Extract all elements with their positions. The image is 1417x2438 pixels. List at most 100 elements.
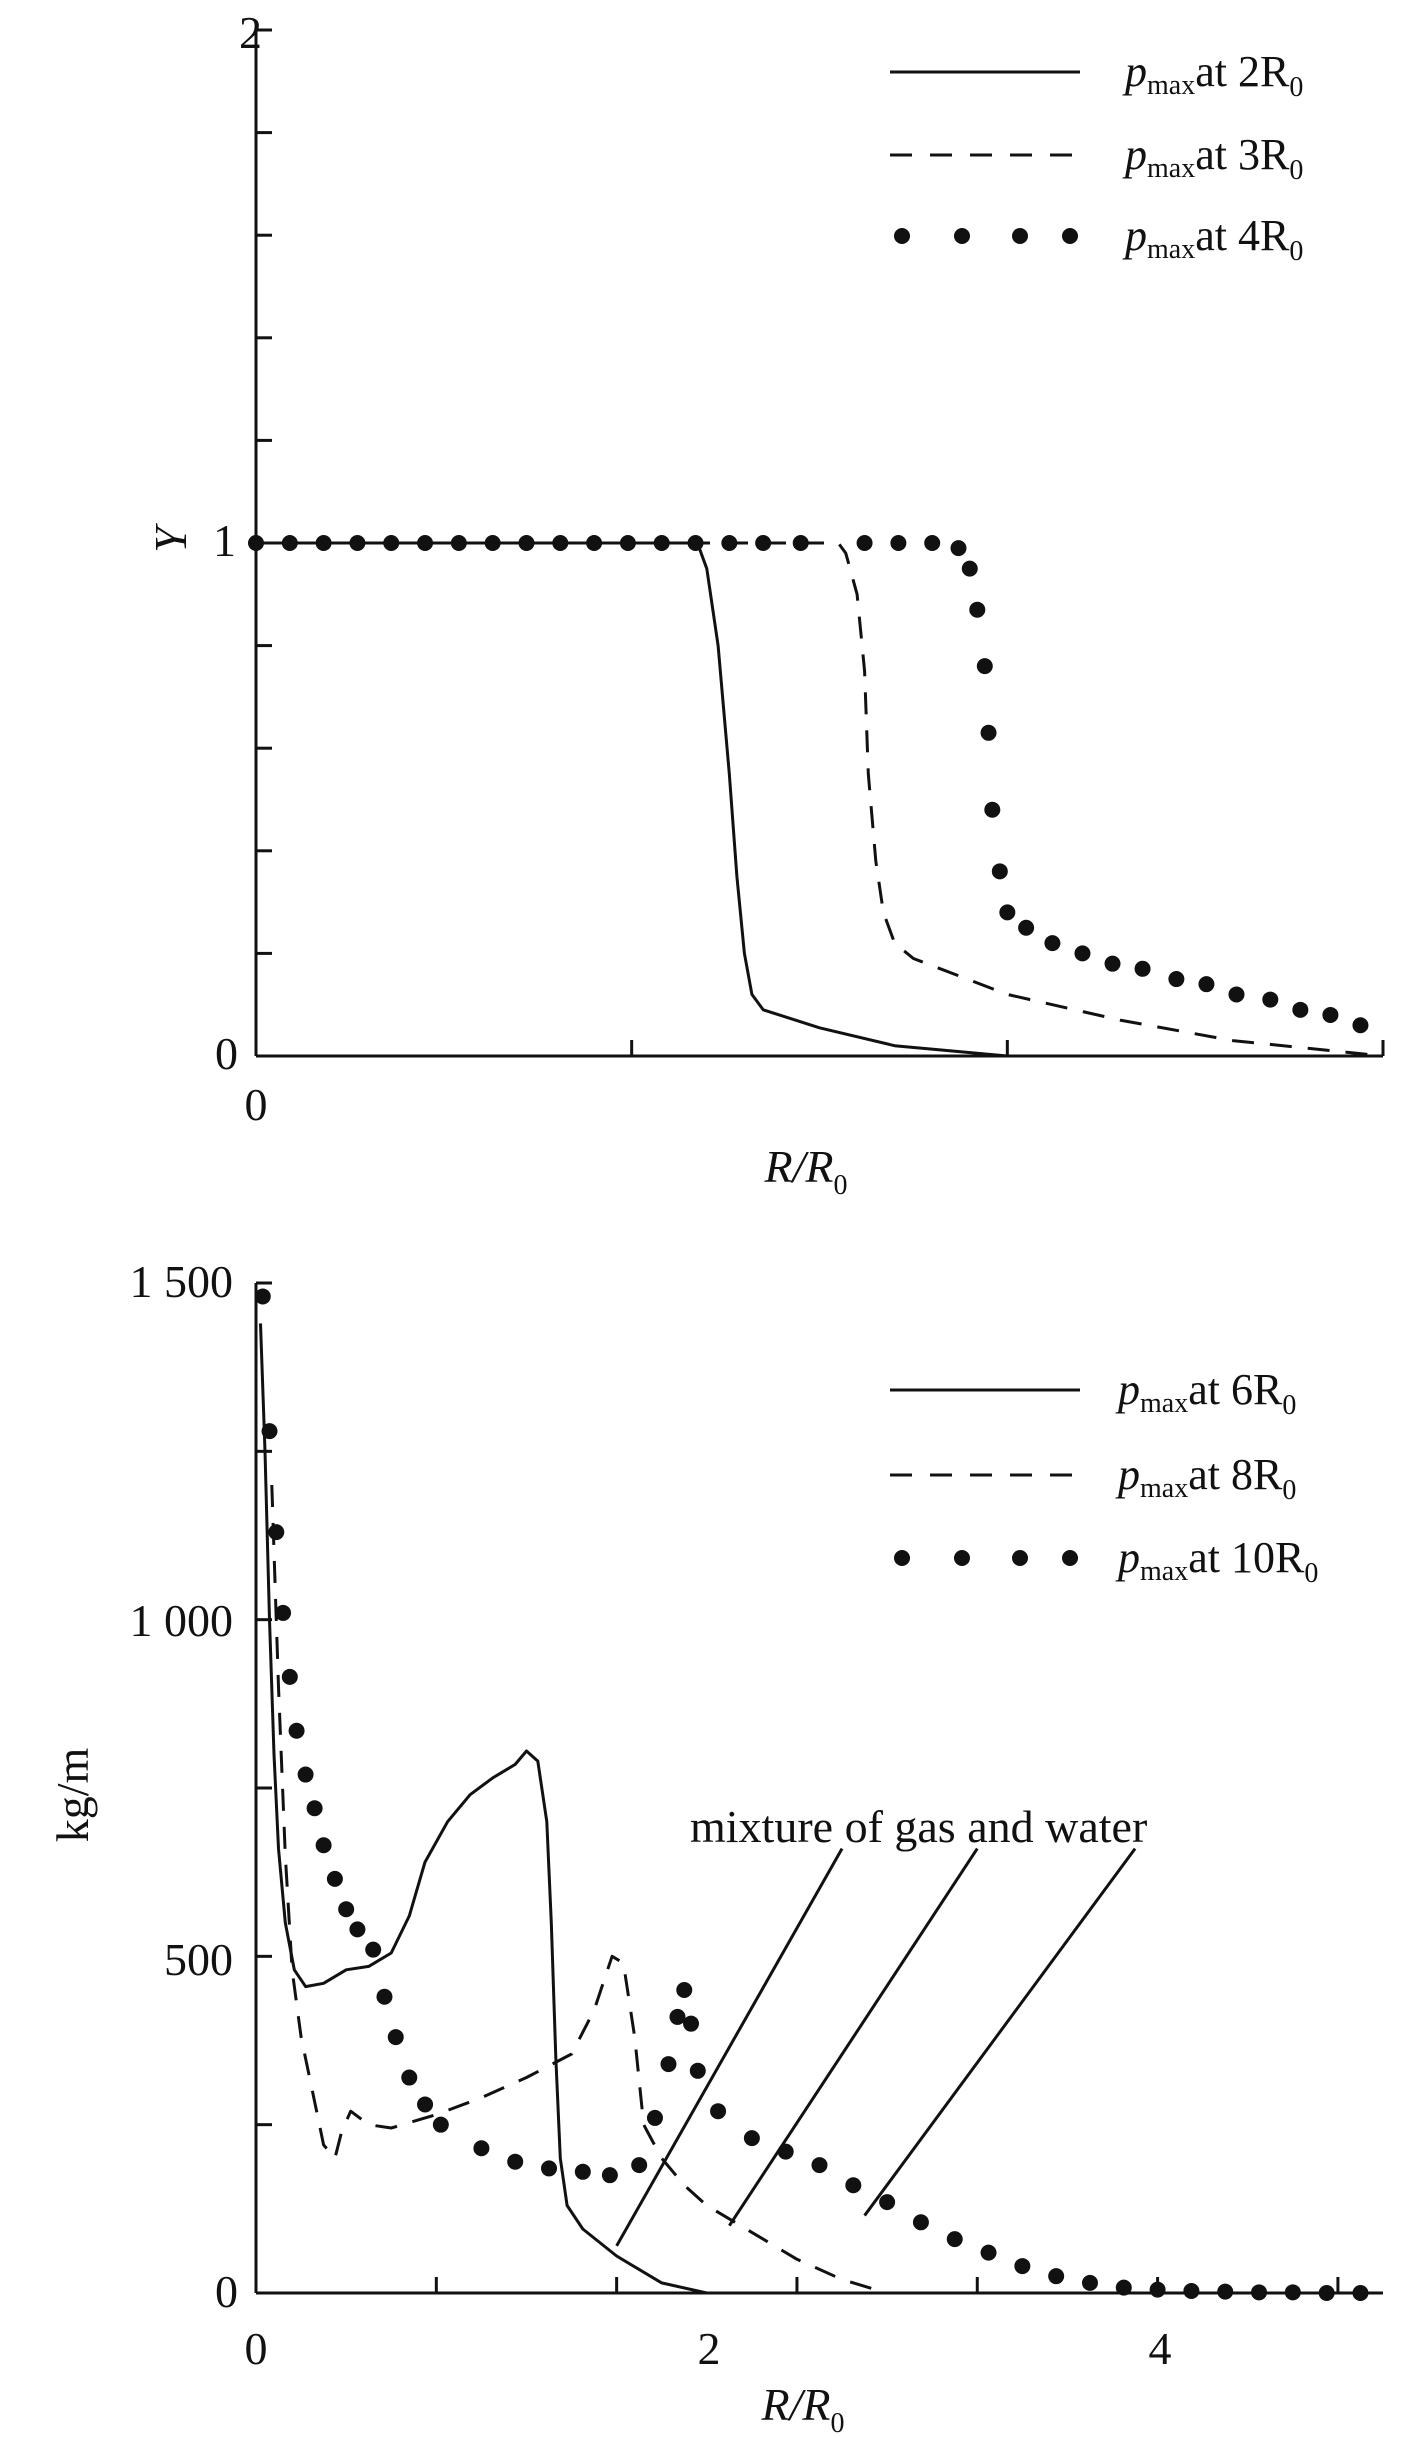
bottom-legend-2-p: p — [1115, 1533, 1140, 1582]
bottom-series-dotted-point-18 — [473, 2140, 490, 2157]
bottom-series-dotted-point-30 — [710, 2103, 727, 2120]
bottom-series-dotted-point-21 — [574, 2163, 591, 2180]
bottom-series-dotted-point-32 — [777, 2143, 794, 2160]
top-series-dotted-point-18 — [890, 535, 907, 551]
bottom-series-solid-line — [259, 1323, 708, 2295]
bottom-series-dotted-point-33 — [811, 2157, 828, 2174]
bottom-y-tick-label-0: 0 — [215, 2266, 238, 2317]
bottom-legend-0-p: p — [1115, 1365, 1140, 1414]
top-series-dotted-point-22 — [969, 601, 986, 618]
bottom-series-dotted-point-0 — [254, 1288, 271, 1305]
top-series-dotted-point-24 — [980, 724, 997, 741]
top-series-dotted-point-1 — [281, 535, 298, 551]
top-legend-0-sub2: 0 — [1289, 72, 1303, 103]
bottom-series-dotted-point-43 — [1149, 2281, 1166, 2298]
bottom-series-dotted-point-20 — [541, 2160, 558, 2177]
bottom-y-tick-label-500: 500 — [164, 1934, 233, 1985]
bottom-series-dotted — [254, 1288, 1369, 2301]
top-series-dotted-point-35 — [1228, 986, 1245, 1003]
top-legend-entry-0: pmaxat 2R0 — [1122, 47, 1303, 103]
bottom-y-tick-label-1000: 1 000 — [130, 1595, 234, 1646]
bottom-x-axis-label: R/R0 — [761, 2379, 845, 2438]
bottom-series-dotted-point-14 — [387, 2029, 404, 2046]
bottom-legend-1-sub: max — [1140, 1473, 1188, 1504]
top-x-axis-label-main: R/R — [764, 1141, 834, 1192]
bottom-series-dotted-point-12 — [365, 1941, 382, 1958]
bottom-legend-1-p: p — [1115, 1450, 1140, 1499]
top-series-dotted-point-37 — [1292, 1001, 1309, 1018]
bottom-series — [254, 1288, 1369, 2301]
top-series-dotted-point-15 — [755, 535, 772, 551]
bottom-legend-2-sub: max — [1140, 1556, 1188, 1587]
top-series-dotted — [248, 535, 1369, 1034]
top-series-dotted-point-16 — [792, 535, 809, 551]
bottom-series-dotted-point-10 — [338, 1901, 355, 1918]
bottom-series-dotted-point-46 — [1251, 2284, 1268, 2301]
top-x-axis-label-sub: 0 — [833, 1170, 847, 1201]
bottom-series-dotted-point-37 — [946, 2231, 963, 2248]
top-x-tick-label-0: 0 — [245, 1079, 268, 1130]
bottom-series-dotted-point-6 — [297, 1766, 314, 1783]
top-legend-entry-2: pmaxat 4R0 — [1122, 211, 1303, 267]
top-series-dotted-point-32 — [1134, 960, 1151, 977]
bottom-series-dotted-point-19 — [507, 2153, 524, 2170]
top-series-dotted-point-4 — [383, 535, 400, 551]
top-series — [248, 535, 1384, 1058]
bottom-y-tick-label-1500: 1 500 — [130, 1256, 234, 1307]
bottom-series-dotted-point-34 — [845, 2177, 862, 2194]
bottom-series-dotted-point-24 — [646, 2109, 663, 2126]
top-series-dotted-point-17 — [856, 535, 873, 551]
top-series-dotted-point-0 — [248, 535, 264, 551]
bottom-axes — [254, 1283, 1383, 2295]
bottom-x-tick-label-4: 4 — [1149, 2323, 1172, 2374]
bottom-legend-entry-0: pmaxat 6R0 — [1115, 1365, 1296, 1421]
bottom-annotation-line-0 — [615, 1847, 844, 2247]
bottom-series-dotted-point-39 — [1014, 2258, 1031, 2275]
bottom-legend: pmaxat 6R0 pmaxat 8R0 pmaxat 10R0 — [890, 1365, 1318, 1589]
bottom-series-dotted-point-45 — [1217, 2283, 1234, 2300]
bottom-x-axis-label-main: R/R — [761, 2379, 831, 2430]
top-series-dotted-point-6 — [450, 535, 467, 551]
bottom-legend-entry-2: pmaxat 10R0 — [1115, 1533, 1318, 1589]
top-legend-2-text: at 4R — [1195, 211, 1290, 260]
top-y-axis-label: Y — [145, 523, 196, 553]
bottom-series-dotted-point-7 — [306, 1800, 323, 1817]
bottom-series-dotted-point-42 — [1115, 2279, 1132, 2296]
chart-bottom-density: 1 500 1 000 500 0 0 2 4 kg/m R/R0 mixtur… — [47, 1256, 1383, 2438]
bottom-x-axis-label-sub: 0 — [830, 2408, 844, 2438]
top-series-dotted-point-21 — [961, 560, 978, 577]
top-series-dotted-point-8 — [518, 535, 535, 551]
top-series-dotted-point-7 — [484, 535, 501, 551]
top-series-dotted-point-39 — [1352, 1017, 1369, 1034]
top-series-dotted-point-3 — [349, 535, 366, 551]
bottom-series-dashed-line — [270, 1484, 888, 2295]
bottom-series-dotted-point-26 — [669, 2008, 686, 2025]
bottom-legend-entry-1: pmaxat 8R0 — [1115, 1450, 1296, 1506]
bottom-series-dotted-point-44 — [1183, 2282, 1200, 2299]
top-legend-entry-1: pmaxat 3R0 — [1122, 130, 1303, 186]
bottom-legend-swatch-dotted — [894, 1550, 1078, 1566]
bottom-series-dotted-point-22 — [601, 2167, 618, 2184]
top-y-tick-label-1: 1 — [213, 515, 236, 566]
top-series-dotted-point-2 — [315, 535, 332, 551]
bottom-series-dotted-point-8 — [315, 1837, 332, 1854]
bottom-series-dotted-point-38 — [980, 2244, 997, 2261]
top-legend-1-text: at 3R — [1195, 130, 1290, 179]
top-series-dotted-point-33 — [1168, 971, 1185, 988]
top-series-dotted-point-20 — [950, 540, 967, 557]
bottom-series-dotted-point-47 — [1284, 2284, 1301, 2301]
bottom-series-dotted-point-16 — [417, 2096, 434, 2113]
bottom-series-dotted-point-11 — [349, 1921, 366, 1938]
top-series-dotted-point-5 — [417, 535, 434, 551]
bottom-series-dotted-point-9 — [326, 1870, 343, 1887]
bottom-series-dotted-point-49 — [1352, 2285, 1369, 2301]
top-y-tick-label-2: 2 — [239, 7, 262, 58]
top-series-dotted-point-10 — [586, 535, 603, 551]
bottom-annotation-line-2 — [863, 1847, 1137, 2217]
top-series-dotted-point-19 — [924, 535, 941, 551]
bottom-x-tick-label-2: 2 — [698, 2323, 721, 2374]
bottom-series-dotted-point-13 — [376, 1988, 393, 2005]
top-legend-0-p: p — [1122, 47, 1147, 96]
top-legend-1-p: p — [1122, 130, 1147, 179]
bottom-series-dotted-point-48 — [1318, 2285, 1335, 2301]
